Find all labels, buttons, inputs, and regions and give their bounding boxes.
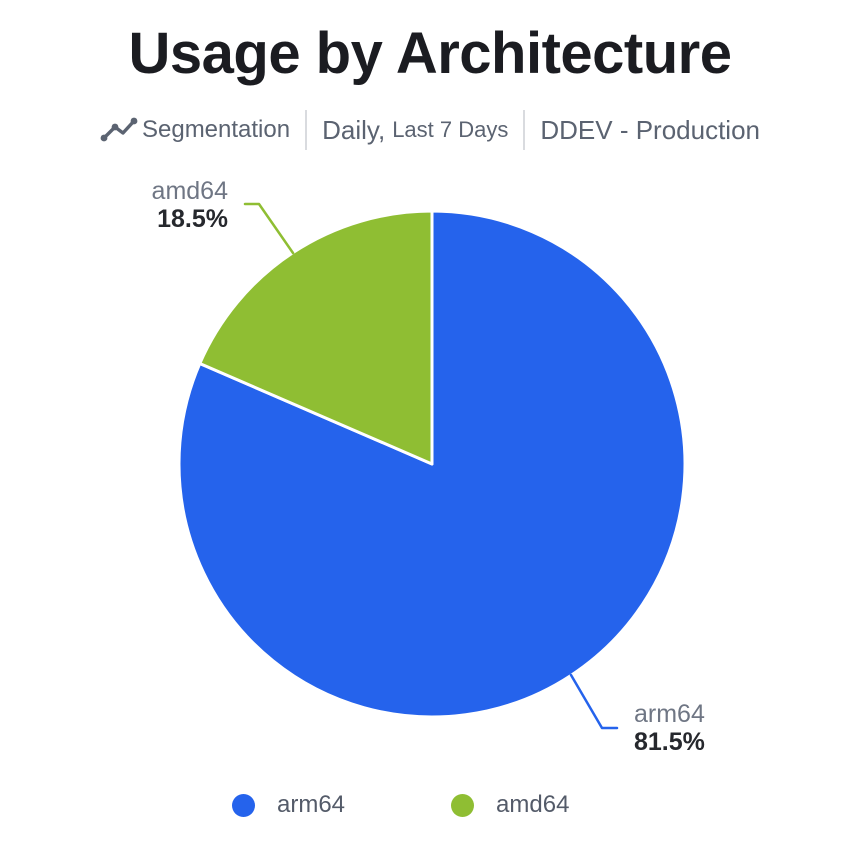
slice-name-arm64: arm64 <box>634 700 705 728</box>
legend-item-arm64[interactable]: arm64 <box>232 793 345 817</box>
slice-name-amd64: amd64 <box>151 177 228 205</box>
legend-label-amd64: amd64 <box>496 791 570 818</box>
legend-item-amd64[interactable]: amd64 <box>451 793 569 817</box>
page-title: Usage by Architecture <box>128 21 732 86</box>
source-label: DDEV - Production <box>540 114 761 145</box>
slice-percent-amd64: 18.5% <box>157 205 228 233</box>
period-main-label: Daily, <box>322 114 386 145</box>
label-line-amd64 <box>243 202 295 255</box>
segmentation-meta: Segmentation <box>100 116 290 144</box>
segmentation-label: Segmentation <box>141 116 291 143</box>
meta-divider <box>523 110 526 150</box>
slice-percent-arm64: 81.5% <box>634 728 705 756</box>
period-detail-label: Last 7 Days <box>392 117 509 142</box>
chart-legend: arm64 amd64 <box>232 793 569 817</box>
period-meta: Daily, Last 7 Days <box>322 115 508 146</box>
meta-divider <box>305 110 308 150</box>
trend-line-icon <box>100 117 138 142</box>
legend-dot-arm64 <box>232 793 255 817</box>
pie-chart <box>177 202 687 730</box>
label-line-arm64 <box>569 673 619 730</box>
legend-label-arm64: arm64 <box>277 791 346 818</box>
legend-dot-amd64 <box>451 793 475 817</box>
chart-meta-row: Segmentation Daily, Last 7 Days DDEV - P… <box>0 108 860 152</box>
pie-label-arm64: arm64 81.5% <box>634 700 705 756</box>
pie-label-amd64: amd64 18.5% <box>152 177 228 233</box>
